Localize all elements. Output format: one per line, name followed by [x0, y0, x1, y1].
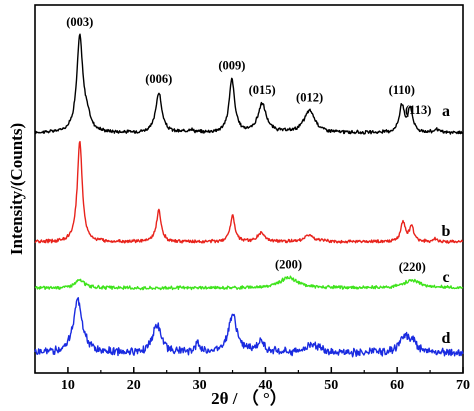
series-label-a: a	[442, 103, 450, 120]
peak-annotation: (009)	[218, 59, 245, 73]
x-tick-label: 60	[390, 378, 404, 393]
x-tick-label: 50	[324, 378, 338, 393]
x-tick-label: 20	[127, 378, 141, 393]
peak-annotation: (220)	[399, 260, 426, 274]
series-label-c: c	[442, 269, 449, 286]
peak-annotation: (113)	[405, 103, 431, 117]
peak-annotations: (003) (006) (009) (015) (012) (110) (113) (200)…	[66, 15, 431, 274]
peak-annotation: (012)	[296, 90, 323, 104]
series-line-d	[34, 297, 464, 358]
series-traces	[34, 33, 464, 358]
x-axis-ticks: 10 20 30 40 50 60 70	[34, 367, 470, 393]
y-axis-title: Intensity/(Counts)	[7, 123, 26, 255]
peak-annotation: (003)	[66, 15, 93, 29]
series-line-c	[34, 275, 464, 291]
x-tick-label: 10	[61, 378, 75, 393]
series-label-b: b	[442, 223, 451, 240]
series-labels: a b c d	[442, 103, 451, 347]
x-tick-label: 70	[456, 378, 470, 393]
series-line-b	[34, 140, 464, 244]
series-label-d: d	[442, 330, 451, 347]
peak-annotation: (110)	[389, 83, 415, 97]
peak-annotation: (015)	[249, 83, 276, 97]
peak-annotation: (006)	[145, 72, 172, 86]
plot-frame	[34, 4, 464, 374]
peak-annotation: (200)	[275, 258, 302, 272]
x-tick-label: 30	[193, 378, 207, 393]
series-line-a	[34, 33, 464, 135]
x-tick-label: 40	[258, 378, 272, 393]
x-axis-title: 2θ / （ °）	[211, 388, 287, 408]
